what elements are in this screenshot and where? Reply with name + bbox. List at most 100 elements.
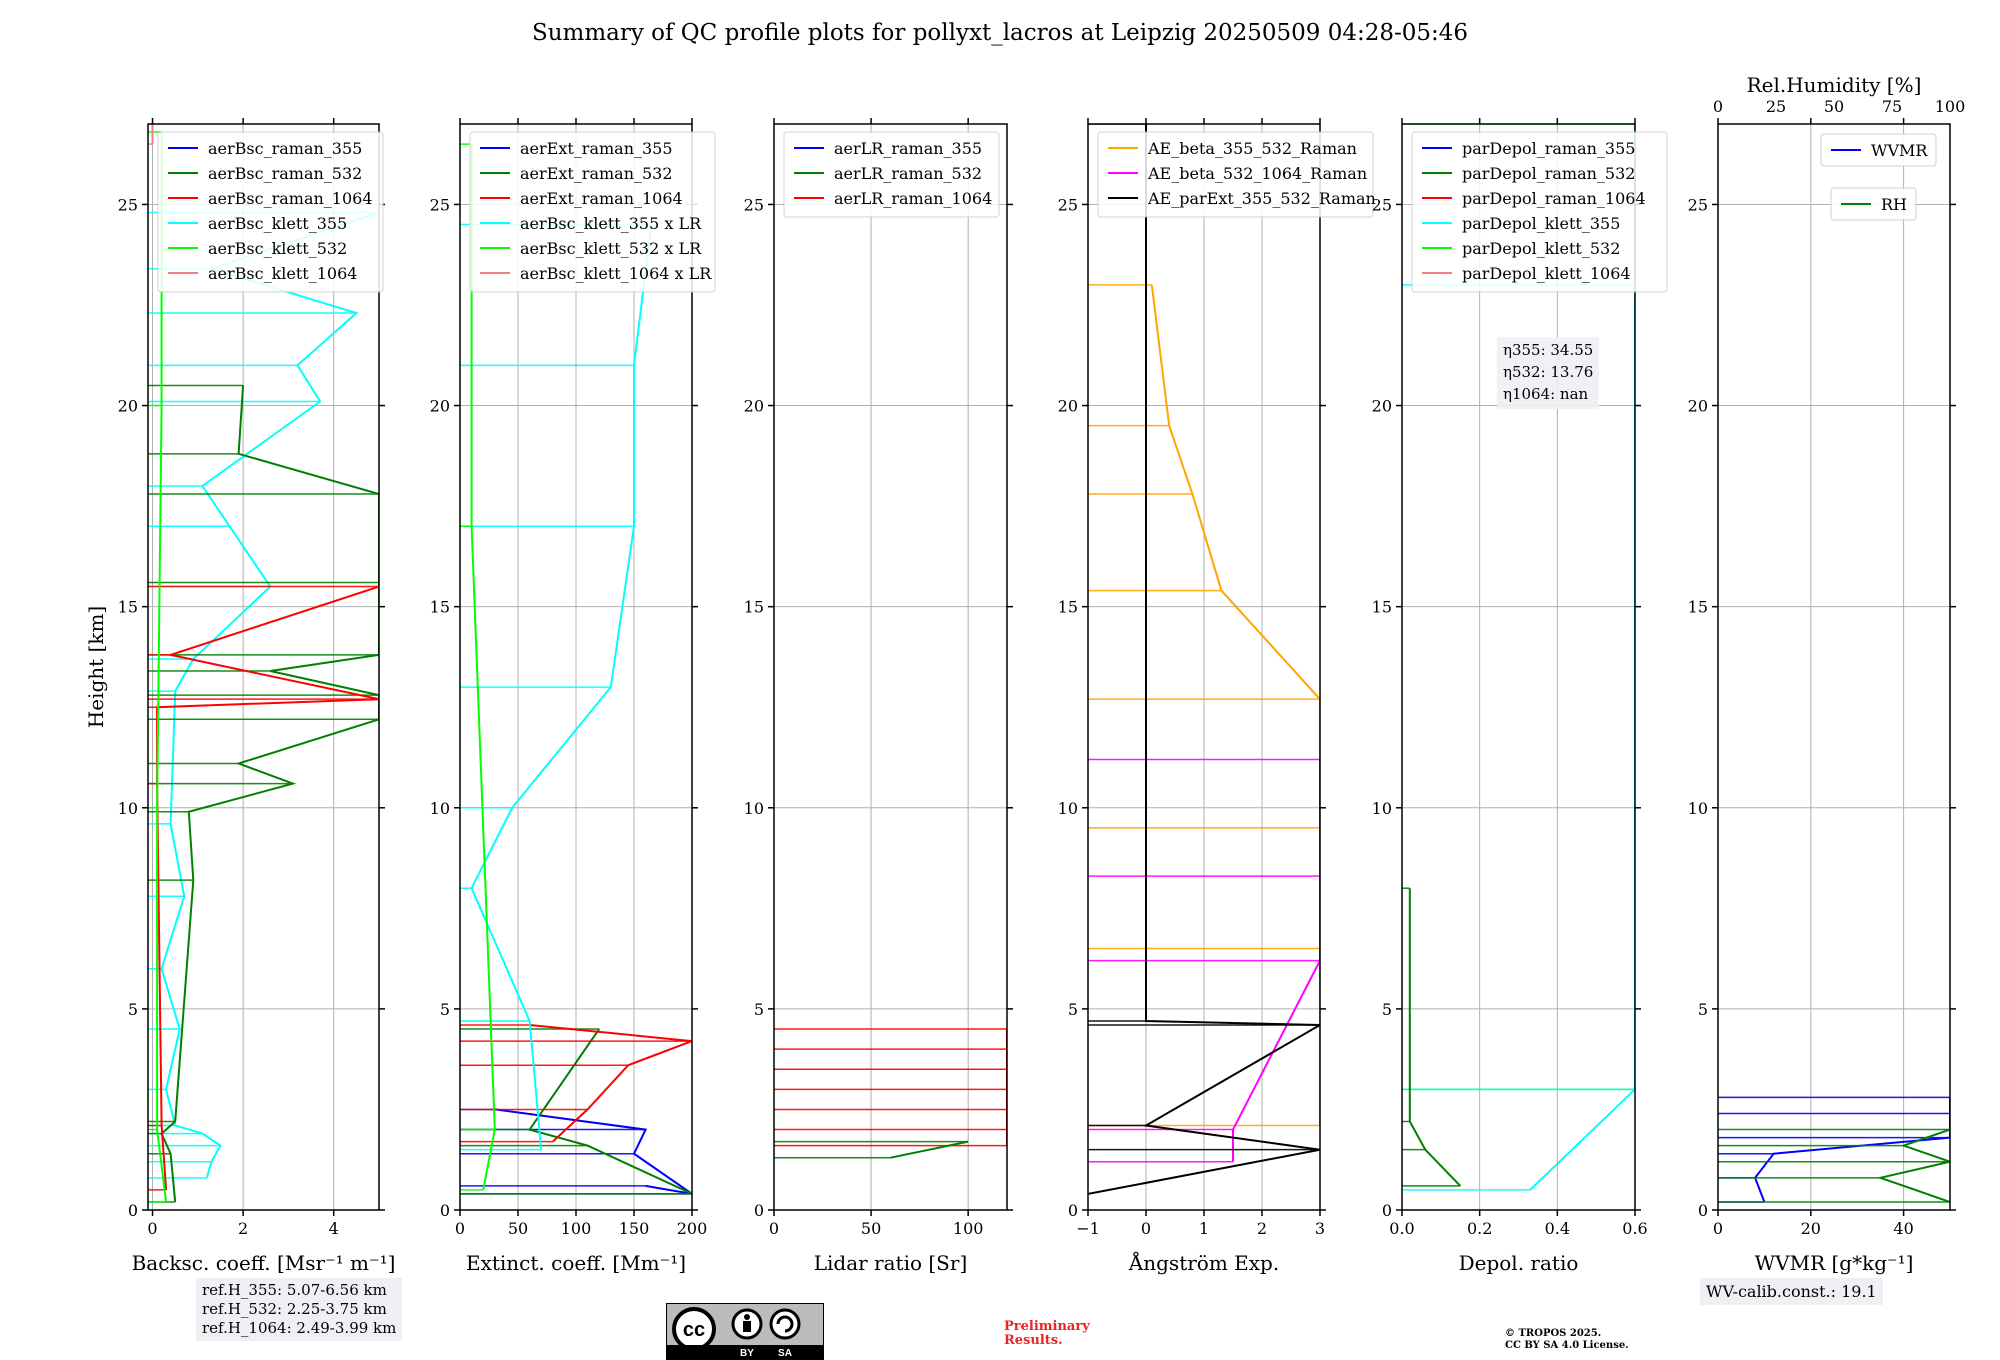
legend-backscatter: aerBsc_raman_355 aerBsc_raman_532 aerBsc_r… xyxy=(157,131,384,293)
top-tick-label: 25 xyxy=(1766,97,1786,116)
x-axis-label: Backsc. coeff. [Msr⁻¹ m⁻¹] xyxy=(132,1251,396,1275)
axes-frame xyxy=(1717,123,1951,1211)
legend-label: aerBsc_klett_532 xyxy=(208,239,347,258)
x-axis-label: Extinct. coeff. [Mm⁻¹] xyxy=(466,1251,686,1275)
y-tick-label: 20 xyxy=(1058,397,1078,416)
legend-box xyxy=(1820,133,1937,167)
series-line-aerBsc_klett_355 x LR xyxy=(470,224,653,1150)
series-line-parDepol_raman_532 xyxy=(1408,888,1462,1187)
legend-lidar_ratio: aerLR_raman_355 aerLR_raman_532 aerLR_rama… xyxy=(783,131,1000,218)
series-group xyxy=(1718,1096,1950,1203)
series-line-aerBsc_raman_1064 xyxy=(156,585,379,1190)
x-tick-label: 150 xyxy=(619,1219,650,1238)
x-tick-label: 100 xyxy=(953,1219,984,1238)
x-tick-label: 40 xyxy=(1893,1219,1913,1238)
x-tick-label: 0 xyxy=(455,1219,465,1238)
legend-label: aerLR_raman_532 xyxy=(834,164,982,183)
y-tick-label: 25 xyxy=(430,195,450,214)
series-line-aerBsc_klett_532 xyxy=(156,132,168,1203)
x-tick-label: 0 xyxy=(1141,1219,1151,1238)
x-axis-label: Ångström Exp. xyxy=(1128,1250,1279,1275)
y-tick-label: 0 xyxy=(1068,1201,1078,1220)
wv-calib-box: WV-calib.const.: 19.1 xyxy=(1700,1278,1883,1305)
legend-label: parDepol_raman_355 xyxy=(1462,139,1635,158)
series-group xyxy=(774,1028,1007,1159)
legend-label: parDepol_klett_1064 xyxy=(1462,264,1631,283)
series-line-aerExt_raman_532 xyxy=(527,1028,692,1195)
y-tick-label: 15 xyxy=(118,598,138,617)
cc-license-badge[interactable]: cc BY SA xyxy=(666,1303,824,1360)
legend-label: aerExt_raman_532 xyxy=(520,164,673,183)
y-tick-label: 15 xyxy=(1688,598,1708,617)
ref-height-355: ref.H_355: 5.07-6.56 km xyxy=(202,1281,387,1299)
axes-frame xyxy=(1401,123,1636,1211)
x-tick-label: 20 xyxy=(1801,1219,1821,1238)
legend-label: aerBsc_klett_355 xyxy=(208,214,347,233)
panel-backscatter: 0 2 4 0 5 10 15 20 25 Backsc. coeff. [Msr⁻¹ m⁻¹] a… xyxy=(118,118,396,1275)
y-tick-label: 5 xyxy=(754,1000,764,1019)
legend-label: aerBsc_raman_355 xyxy=(208,139,362,158)
legend-label: AE_beta_355_532_Raman xyxy=(1147,139,1357,158)
y-tick-label: 15 xyxy=(1372,598,1392,617)
top-tick-label: 0 xyxy=(1713,97,1723,116)
y-tick-label: 20 xyxy=(744,397,764,416)
y-tick-label: 10 xyxy=(118,799,138,818)
y-tick-label: 25 xyxy=(1058,195,1078,214)
y-tick-label: 5 xyxy=(1698,1000,1708,1019)
legend-label: aerBsc_klett_1064 xyxy=(208,264,357,283)
legend-label: AE_parExt_355_532_Raman xyxy=(1147,189,1376,208)
legend-box xyxy=(783,131,1000,218)
y-tick-label: 0 xyxy=(1698,1201,1708,1220)
copyright-line-1: © TROPOS 2025. xyxy=(1505,1328,1602,1339)
x-axis-label: Lidar ratio [Sr] xyxy=(814,1251,968,1275)
x-tick-label: 0 xyxy=(769,1219,779,1238)
y-tick-label: 15 xyxy=(430,598,450,617)
ref-height-box: ref.H_355: 5.07-6.56 km ref.H_532: 2.25-3… xyxy=(196,1278,403,1341)
y-tick-label: 5 xyxy=(1382,1000,1392,1019)
x-tick-label: 0.0 xyxy=(1389,1219,1414,1238)
x-tick-label: 200 xyxy=(677,1219,708,1238)
y-tick-label: 0 xyxy=(754,1201,764,1220)
y-tick-label: 5 xyxy=(1068,1000,1078,1019)
y-tick-label: 25 xyxy=(744,195,764,214)
copyright-note: © TROPOS 2025. CC BY SA 4.0 License. xyxy=(1505,1328,1629,1352)
cc-text: cc xyxy=(683,1319,705,1341)
y-tick-label: 10 xyxy=(1688,799,1708,818)
annotation-line: η1064: nan xyxy=(1503,385,1589,403)
axes-frame xyxy=(773,123,1008,1211)
y-tick-label: 20 xyxy=(1372,397,1392,416)
x-tick-label: 1 xyxy=(1199,1219,1209,1238)
series-line-aerBsc_klett_532 x LR xyxy=(470,144,496,1191)
x-tick-label: 0.4 xyxy=(1545,1219,1570,1238)
series-line-AE_beta_532_1064_Raman xyxy=(1232,759,1320,1162)
y-tick-label: 25 xyxy=(118,195,138,214)
panel-water_vapor: 0 20 40 0 5 10 15 20 25 WVMR [g*kg⁻¹] 0 25 50 75 100 Re… xyxy=(1688,73,1966,1275)
series-line-parDepol_klett_355 xyxy=(1529,284,1635,1191)
legend-label: aerBsc_raman_1064 xyxy=(208,189,373,208)
legend-depol: parDepol_raman_355 parDepol_raman_532 parD… xyxy=(1411,131,1668,293)
y-tick-label: 20 xyxy=(1688,397,1708,416)
sa-label: SA xyxy=(778,1348,792,1359)
y-tick-label: 20 xyxy=(118,397,138,416)
y-tick-label: 15 xyxy=(744,598,764,617)
x-tick-label: 4 xyxy=(329,1219,339,1238)
top-tick-label: 50 xyxy=(1824,97,1844,116)
x-tick-label: 0.2 xyxy=(1467,1219,1492,1238)
y-axis-label: Height [km] xyxy=(84,606,108,728)
by-label: BY xyxy=(740,1348,754,1359)
legend-label: AE_beta_532_1064_Raman xyxy=(1147,164,1367,183)
panel-extinction: 0 50 100 150 200 0 5 10 15 20 25 Extinct. coeff. [M… xyxy=(430,118,716,1275)
x-axis-label: Depol. ratio xyxy=(1459,1251,1579,1275)
y-tick-label: 10 xyxy=(430,799,450,818)
top-tick-label: 100 xyxy=(1935,97,1966,116)
legend-box xyxy=(157,131,384,293)
legend-label: aerBsc_klett_1064 x LR xyxy=(520,264,712,283)
x-tick-label: 0 xyxy=(147,1219,157,1238)
y-tick-label: 10 xyxy=(744,799,764,818)
top-tick-label: 75 xyxy=(1882,97,1902,116)
x-tick-label: 3 xyxy=(1315,1219,1325,1238)
series-line-AE_beta_355_532_Raman xyxy=(1150,284,1320,1126)
figure-title: Summary of QC profile plots for pollyxt_… xyxy=(531,20,1469,46)
legend-WVMR: WVMR xyxy=(1820,133,1937,167)
